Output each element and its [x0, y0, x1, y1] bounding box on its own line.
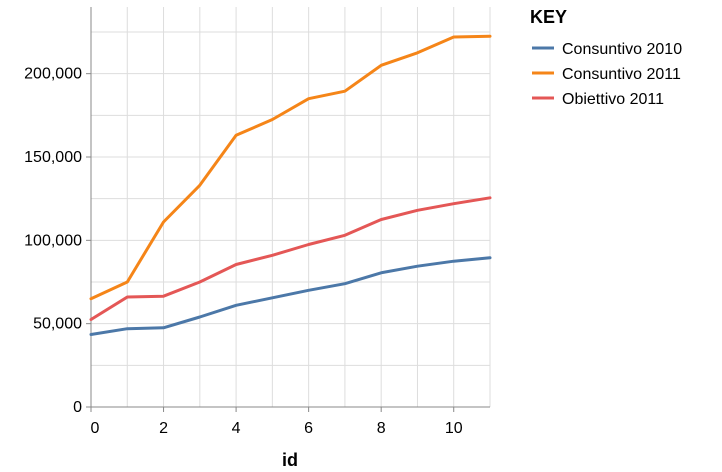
- y-tick-label: 50,000: [33, 316, 82, 333]
- axes: 0 50,000 100,000 150,000 200,000 0 2 4 6 8 10: [24, 7, 490, 437]
- x-tick-label: 8: [377, 420, 386, 437]
- y-tick-label: 100,000: [24, 232, 82, 249]
- series-line-consuntivo-2010: [89, 256, 492, 336]
- series-line-consuntivo-2011: [89, 34, 492, 301]
- x-tick-label: 10: [445, 420, 463, 437]
- series-line-obiettivo-2011: [89, 196, 492, 321]
- x-tick-label: 4: [232, 420, 241, 437]
- legend: KEY Consuntivo 2010 Consuntivo 2011 Obiett…: [530, 7, 682, 108]
- x-axis-title: id: [282, 450, 298, 470]
- legend-title: KEY: [530, 7, 567, 27]
- legend-label: Obiettivo 2011: [562, 91, 664, 108]
- y-tick-label: 0: [73, 399, 82, 416]
- x-tick-label: 2: [159, 420, 168, 437]
- x-tick-label: 6: [304, 420, 313, 437]
- legend-label: Consuntivo 2011: [562, 66, 681, 83]
- legend-label: Consuntivo 2010: [562, 41, 682, 58]
- y-tick-label: 150,000: [24, 149, 82, 166]
- y-tick-label: 200,000: [24, 66, 82, 83]
- x-tick-label: 0: [91, 420, 100, 437]
- series-lines: [89, 34, 492, 336]
